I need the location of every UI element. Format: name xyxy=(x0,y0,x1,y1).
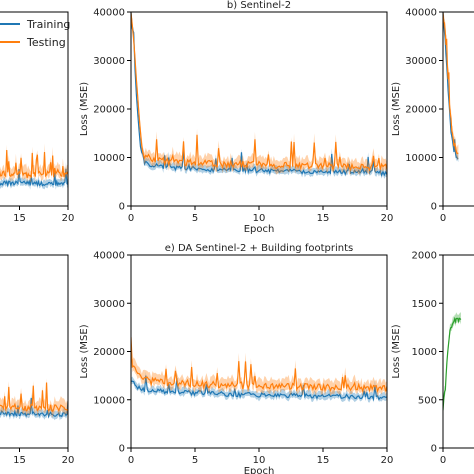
y-tick-label: 20000 xyxy=(405,105,437,116)
x-tick-label: 10 xyxy=(253,213,266,224)
x-tick-label: 0 xyxy=(440,213,446,224)
y-tick-label: 20000 xyxy=(93,347,125,358)
y-tick-label: 0 xyxy=(431,444,437,455)
series-band-training xyxy=(131,12,387,179)
panel-top-left: 15 20 xyxy=(0,11,75,224)
legend-label-testing: Testing xyxy=(26,36,66,49)
x-tick-label: 20 xyxy=(62,213,75,224)
y-tick-label: 1500 xyxy=(412,299,437,310)
panel-top-right: 00 10000 20000 30000 40000 Loss (MSE) xyxy=(391,8,474,224)
x-tick-label: 15 xyxy=(13,213,26,224)
legend: Training Testing xyxy=(0,18,70,49)
axes-frame xyxy=(130,254,388,449)
series-line-loss xyxy=(443,316,462,411)
y-tick-label: 20000 xyxy=(93,105,125,116)
x-tick-label: 20 xyxy=(381,213,394,224)
series-line-testing xyxy=(0,382,68,413)
x-tick-label: 20 xyxy=(62,455,75,466)
y-tick-label: 500 xyxy=(418,395,437,406)
series-line-training xyxy=(0,397,68,419)
panel-bottom-middle: 0 5 10 15 20 0 10000 20000 30000 40000 e) DA Senti… xyxy=(79,243,393,474)
axes-frame xyxy=(130,11,388,207)
x-tick-label: 0 xyxy=(128,455,134,466)
series-line-testing xyxy=(131,13,387,172)
y-tick-label: 30000 xyxy=(93,299,125,310)
y-axis-label: Loss (MSE) xyxy=(79,82,90,136)
y-tick-label: 40000 xyxy=(405,8,437,19)
y-tick-label: 10000 xyxy=(93,395,125,406)
x-tick-label: 15 xyxy=(317,213,330,224)
y-tick-label: 0 xyxy=(119,202,125,213)
panel-title: b) Sentinel-2 xyxy=(227,0,291,11)
series-line-training xyxy=(131,12,387,177)
plot-area xyxy=(443,12,459,163)
legend-label-training: Training xyxy=(26,18,70,31)
plot-area xyxy=(131,12,387,179)
x-axis-label: Epoch xyxy=(244,466,275,474)
x-tick-label: 15 xyxy=(317,455,330,466)
plot-area xyxy=(0,378,68,421)
series-band-testing xyxy=(131,12,387,176)
plot-area xyxy=(443,312,462,415)
y-tick-label: 30000 xyxy=(405,56,437,67)
panel-title: e) DA Sentinel-2 + Building footprints xyxy=(165,243,353,254)
y-tick-label: 0 xyxy=(431,202,437,213)
series-line-training xyxy=(443,12,459,160)
y-tick-label: 1000 xyxy=(412,347,437,358)
series-line-testing xyxy=(0,150,68,178)
plot-area xyxy=(131,332,387,403)
x-tick-label: 0 xyxy=(128,213,134,224)
axes-frame xyxy=(442,11,474,207)
axes-frame xyxy=(0,11,69,207)
panel-bottom-right: 00 500 1000 1500 2000 Loss (MSE) xyxy=(391,251,474,466)
series-line-testing xyxy=(131,337,387,394)
y-tick-label: 40000 xyxy=(93,8,125,19)
y-axis-label: Loss (MSE) xyxy=(391,82,402,136)
x-tick-label: 5 xyxy=(192,213,198,224)
series-band-testing xyxy=(131,332,387,398)
x-axis-label: Epoch xyxy=(244,224,275,235)
x-tick-label: 0 xyxy=(440,455,446,466)
panel-top-middle: 0 5 10 15 20 0 10000 20000 30000 40000 b) Sentinel… xyxy=(79,0,393,235)
axes-frame xyxy=(0,254,69,449)
panel-bottom-left: 1520otprints xyxy=(0,254,75,466)
y-tick-label: 2000 xyxy=(412,251,437,262)
series-line-training xyxy=(131,375,387,402)
y-tick-label: 0 xyxy=(119,444,125,455)
y-tick-label: 10000 xyxy=(93,153,125,164)
x-tick-label: 10 xyxy=(253,455,266,466)
series-line-testing xyxy=(443,13,459,154)
y-tick-label: 10000 xyxy=(405,153,437,164)
x-tick-label: 5 xyxy=(192,455,198,466)
series-line-training xyxy=(0,168,68,188)
plot-area xyxy=(0,143,68,190)
x-tick-label: 15 xyxy=(13,455,26,466)
x-tick-label: 20 xyxy=(381,455,394,466)
y-axis-label: Loss (MSE) xyxy=(79,324,90,378)
y-tick-label: 40000 xyxy=(93,251,125,262)
y-axis-label: Loss (MSE) xyxy=(391,324,402,378)
y-tick-label: 30000 xyxy=(93,56,125,67)
